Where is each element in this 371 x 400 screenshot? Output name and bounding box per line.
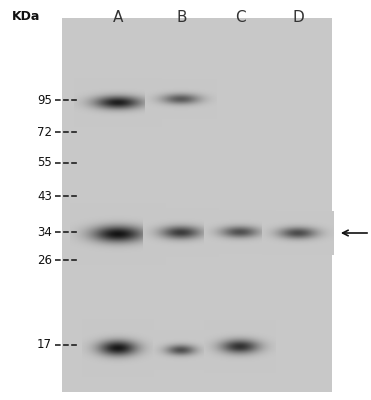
Text: C: C xyxy=(235,10,245,25)
Text: 34: 34 xyxy=(37,226,52,238)
Text: KDa: KDa xyxy=(12,10,40,23)
Text: 72: 72 xyxy=(37,126,52,138)
Bar xyxy=(62,18,332,392)
Text: D: D xyxy=(292,10,304,25)
Text: 43: 43 xyxy=(37,190,52,202)
Text: 26: 26 xyxy=(37,254,52,266)
Text: 95: 95 xyxy=(37,94,52,106)
Text: B: B xyxy=(177,10,187,25)
Text: 17: 17 xyxy=(37,338,52,352)
Text: A: A xyxy=(113,10,123,25)
Text: 55: 55 xyxy=(37,156,52,170)
